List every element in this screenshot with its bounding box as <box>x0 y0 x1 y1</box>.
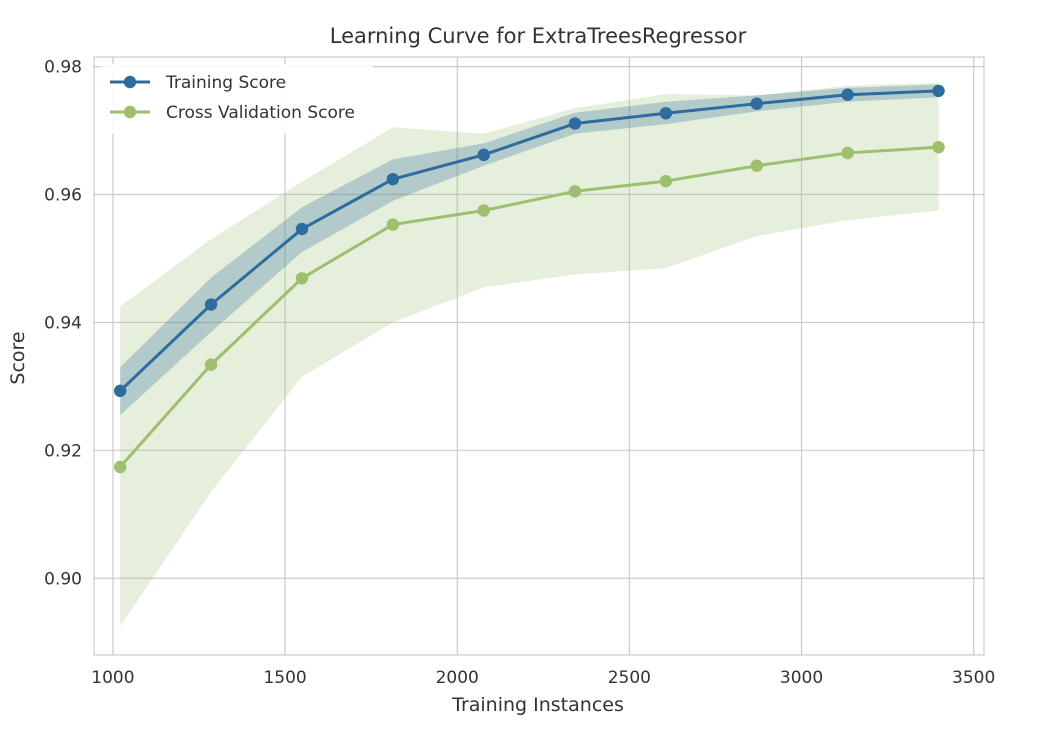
series-points <box>113 84 945 474</box>
training-point <box>204 298 218 311</box>
training-point <box>568 117 582 130</box>
cross-validation-point <box>841 146 854 160</box>
cross-validation-band <box>120 82 939 627</box>
x-tick-label: 2500 <box>608 668 651 688</box>
cross-validation-point <box>204 358 218 371</box>
y-tick-label: 0.94 <box>44 313 82 333</box>
cross-validation-line <box>119 145 939 468</box>
legend-marker <box>123 75 137 89</box>
y-tick-label: 0.96 <box>44 186 82 206</box>
tick-labels: 1000 1500 2000 2500 3000 3500 0.90 0.92 0.94 0.96… <box>44 58 995 688</box>
y-axis-label: Score <box>7 331 29 384</box>
training-point <box>386 172 400 186</box>
training-point <box>659 107 673 120</box>
series-lines <box>119 89 939 468</box>
x-tick-label: 3500 <box>952 668 995 688</box>
chart-title: Learning Curve for ExtraTreesRegressor <box>330 24 747 48</box>
plot-frame <box>93 56 985 656</box>
cross-validation-point <box>477 204 490 217</box>
y-tick-label: 0.92 <box>44 441 82 461</box>
cross-validation-point <box>659 174 673 188</box>
cross-validation-point <box>386 218 400 231</box>
legend-label: Cross Validation Score <box>166 103 355 123</box>
training-point <box>932 84 945 98</box>
training-point <box>841 88 854 101</box>
cross-validation-point <box>932 140 945 154</box>
confidence-bands <box>120 82 939 627</box>
grid <box>94 57 984 655</box>
legend-marker <box>123 105 137 119</box>
y-tick-label: 0.98 <box>44 58 82 78</box>
legend-label: Training Score <box>165 73 286 93</box>
training-point <box>113 384 127 398</box>
training-point <box>750 97 763 110</box>
cross-validation-point <box>568 185 582 198</box>
training-point <box>295 222 309 236</box>
legend-box <box>101 64 373 134</box>
x-tick-label: 3000 <box>780 668 823 688</box>
training-line <box>119 89 939 392</box>
training-point <box>477 148 490 162</box>
x-tick-label: 1500 <box>263 668 306 688</box>
x-tick-label: 1000 <box>91 668 134 688</box>
cross-validation-point <box>750 159 763 172</box>
x-axis-label: Training Instances <box>451 694 624 716</box>
legend: Training Score Cross Validation Score <box>101 64 373 134</box>
x-tick-label: 2000 <box>436 668 479 688</box>
y-tick-label: 0.90 <box>44 569 82 589</box>
training-band <box>120 84 939 416</box>
cross-validation-point <box>295 272 309 285</box>
cross-validation-point <box>113 460 127 474</box>
